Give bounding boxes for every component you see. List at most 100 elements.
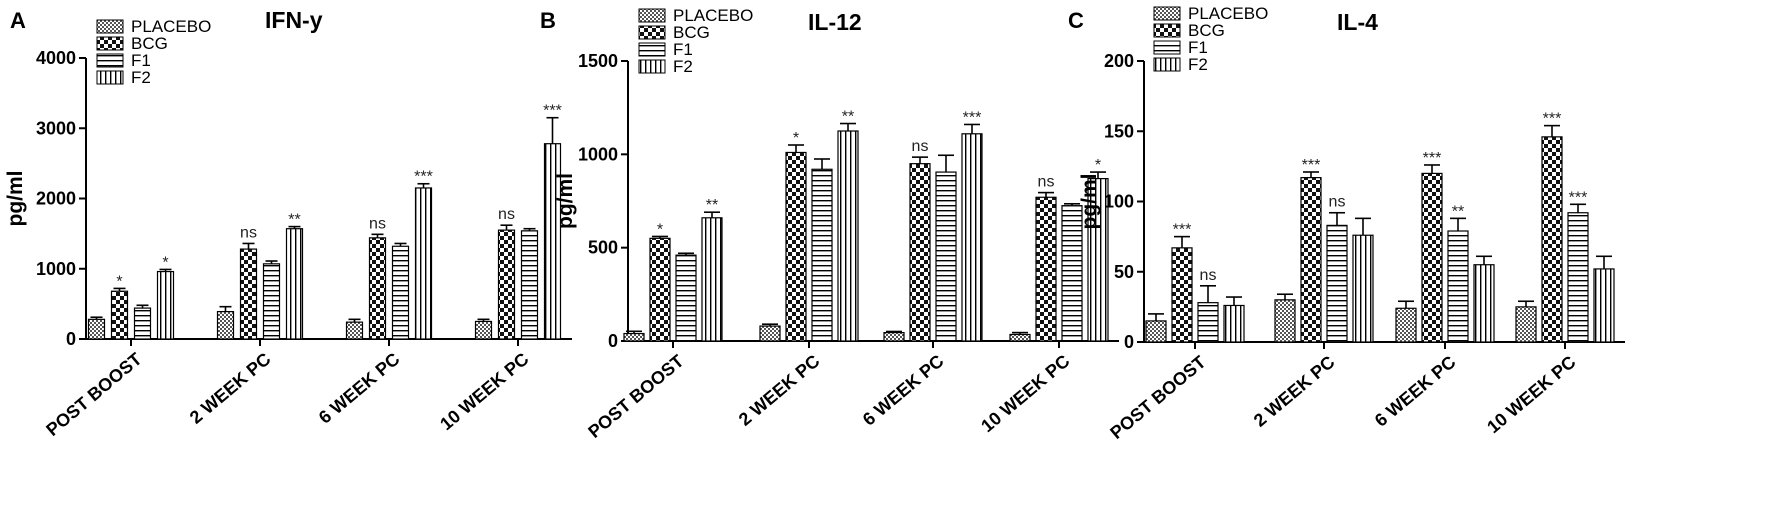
legend-label-placebo: PLACEBO [673, 6, 753, 25]
bar-placebo-2 [759, 325, 781, 342]
bar-placebo-3 [1395, 307, 1417, 343]
x-tick-label: 10 WEEK PC [1483, 352, 1579, 437]
bar-placebo-4 [1515, 306, 1537, 343]
bar-f1-3 [1447, 230, 1469, 343]
y-tick-label: 150 [1104, 121, 1134, 141]
y-tick-label: 0 [608, 331, 618, 351]
error-bar [136, 304, 149, 309]
error-bar [500, 224, 513, 231]
bar-bcg-1 [1171, 247, 1193, 343]
panel-letter: C [1068, 8, 1084, 33]
error-bar [477, 318, 490, 322]
chart-title: IL-12 [808, 9, 862, 35]
legend-label-bcg: BCG [131, 34, 168, 53]
y-tick-label: 1000 [578, 144, 618, 164]
error-bar [348, 318, 361, 323]
significance-label: ns [1329, 194, 1346, 211]
significance-label: ns [912, 138, 929, 155]
error-bar [219, 305, 232, 312]
legend-swatch-f2 [1153, 57, 1181, 72]
significance-label: ** [1452, 203, 1464, 220]
chart-title: IL-4 [1337, 9, 1378, 35]
error-bar [1174, 235, 1190, 248]
chart-panel-a: A IFN-y pg/ml 0 1000 2000 3000 4000 POST BOOST 2 … [4, 7, 572, 440]
error-bar [1303, 171, 1319, 178]
significance-label: ns [498, 206, 515, 223]
bar-bcg-1 [649, 237, 671, 342]
legend-label-bcg: BCG [1188, 21, 1225, 40]
panel-letter: A [10, 8, 26, 33]
error-bar [394, 242, 407, 247]
legend-label-f1: F1 [673, 40, 693, 59]
bar-f2-2 [837, 130, 859, 342]
panel-letter: B [540, 8, 556, 33]
x-tick-label: 6 WEEK PC [1371, 352, 1460, 431]
significance-label: ** [706, 197, 718, 214]
y-tick-label: 200 [1104, 51, 1134, 71]
bar-bcg-2 [1300, 177, 1322, 343]
bar-placebo-2 [216, 311, 235, 340]
error-bar [678, 252, 694, 256]
y-tick-label: 0 [1124, 332, 1134, 352]
y-axis-label: pg/ml [4, 171, 27, 227]
bar-f1-2 [1326, 224, 1348, 343]
bar-f1-4 [1567, 212, 1589, 343]
significance-label: *** [1543, 111, 1562, 128]
legend-label-placebo: PLACEBO [131, 17, 211, 36]
error-bar [1012, 331, 1028, 335]
error-bar [1398, 300, 1414, 309]
legend-swatch-f1 [1153, 40, 1181, 55]
significance-label: *** [1173, 222, 1192, 239]
significance-label: *** [543, 103, 562, 120]
bar-placebo-2 [1274, 299, 1296, 343]
error-bar [417, 182, 430, 188]
error-bar [1226, 296, 1242, 306]
significance-label: *** [1423, 150, 1442, 167]
bar-bcg-2 [785, 151, 807, 342]
bar-f2-3 [961, 133, 983, 342]
error-bar [1570, 203, 1586, 213]
bar-f2-4 [1593, 268, 1615, 343]
bar-bcg-4 [1541, 136, 1563, 343]
bar-f2-1 [1223, 304, 1245, 343]
x-tick-label: POST BOOST [1106, 352, 1209, 443]
bar-bcg-2 [239, 248, 258, 340]
bar-placebo-1 [1145, 320, 1167, 343]
y-tick-label: 1500 [578, 51, 618, 71]
significance-label: ns [1038, 174, 1055, 191]
significance-label: * [116, 273, 122, 290]
significance-label: *** [1569, 189, 1588, 206]
bar-f2-3 [1473, 264, 1495, 343]
legend-swatch-placebo [1153, 6, 1181, 21]
significance-label: ns [240, 224, 257, 241]
y-tick-label: 3000 [36, 118, 76, 138]
legend-swatch-f2 [638, 59, 666, 74]
error-bar [912, 156, 928, 164]
legend-label-f2: F2 [1188, 55, 1208, 74]
bar-f2-4 [543, 143, 562, 340]
x-tick-label: 2 WEEK PC [1250, 352, 1339, 431]
bar-f1-3 [391, 245, 410, 340]
bar-placebo-1 [623, 332, 645, 342]
bar-f1-1 [1197, 302, 1219, 343]
error-bar [1518, 300, 1534, 307]
bar-f1-2 [262, 263, 281, 340]
legend-label-f2: F2 [673, 57, 693, 76]
y-tick-label: 4000 [36, 48, 76, 68]
bar-bcg-3 [368, 237, 387, 340]
error-bar [704, 211, 720, 218]
legend-swatch-bcg [638, 25, 666, 40]
chart-panel-b: B IL-12 pg/ml 0 500 1000 1500 POST BOOST 2 WEEK … [540, 6, 1119, 442]
error-bar [886, 330, 902, 333]
error-bar [371, 233, 384, 238]
y-tick-label: 1000 [36, 259, 76, 279]
chart-title: IFN-y [265, 7, 323, 33]
bar-placebo-4 [1009, 333, 1031, 342]
error-bar [814, 158, 830, 170]
bar-bcg-4 [1035, 196, 1057, 342]
error-bar [1090, 171, 1106, 179]
error-bar [113, 287, 126, 292]
bar-f2-2 [285, 228, 304, 340]
error-bar [265, 260, 278, 264]
